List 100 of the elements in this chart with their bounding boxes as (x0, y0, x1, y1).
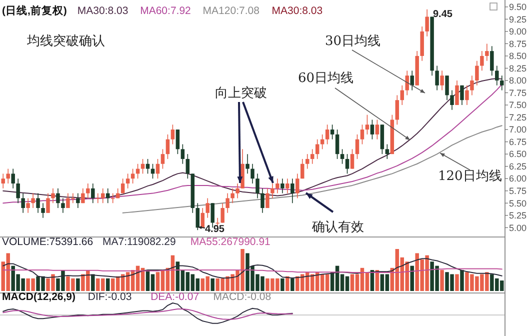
candlestick (395, 94, 400, 126)
candlestick (445, 75, 449, 101)
y-tick-label: 9.25 (509, 14, 527, 24)
candlestick (16, 178, 20, 204)
candlestick (91, 183, 95, 204)
candlestick (350, 148, 354, 170)
bar (286, 276, 290, 291)
candlestick (270, 183, 274, 199)
y-tick-label: 5.50 (509, 198, 527, 208)
candlestick (220, 202, 224, 224)
candlestick (345, 154, 350, 174)
series-label: MA7:119082.29 (102, 236, 176, 248)
y-tick-label: 8.75 (509, 38, 527, 49)
annotation: 向上突破 (215, 86, 267, 101)
candlestick (160, 148, 165, 170)
bar (460, 270, 464, 291)
bar (106, 278, 110, 291)
bar (440, 270, 444, 291)
candlestick (300, 158, 304, 179)
y-tick-label: 5.25 (509, 210, 527, 221)
text: MA30:8.03 (77, 5, 128, 17)
candlestick (266, 188, 270, 208)
candlestick (385, 144, 390, 160)
annotation: 30日均线 (325, 34, 381, 49)
y-tick-label: 9.50 (509, 2, 527, 12)
candlestick (495, 65, 499, 86)
candlestick (110, 192, 115, 204)
y-tick-label: 7.25 (509, 112, 527, 122)
text: MA55:267990.91 (190, 236, 271, 248)
candlestick (170, 124, 175, 145)
series-label: DIF:-0.03 (88, 291, 132, 303)
candlestick (56, 188, 60, 208)
candlestick (405, 70, 409, 96)
candlestick (360, 124, 364, 145)
candlestick (286, 178, 290, 194)
bar (455, 274, 459, 291)
candlestick (230, 188, 234, 204)
candlestick (236, 183, 240, 199)
candlestick (410, 70, 414, 91)
candlestick (365, 114, 370, 135)
bar (410, 266, 414, 291)
candlestick (475, 60, 479, 86)
candlestick (325, 124, 330, 145)
candlestick (61, 198, 65, 214)
candlestick (320, 134, 324, 150)
y-tick-label: 6.00 (509, 174, 527, 184)
y-tick-label: 8.50 (509, 51, 527, 62)
y-tick-label: 8.25 (509, 63, 527, 74)
candlestick (140, 158, 145, 174)
candlestick (280, 178, 284, 194)
candlestick (36, 192, 40, 214)
y-tick-label: 7.00 (509, 124, 527, 135)
candlestick (146, 158, 150, 174)
candlestick (485, 43, 489, 62)
candlestick (480, 50, 484, 72)
candlestick (31, 192, 35, 208)
candlestick (305, 154, 310, 170)
bar (290, 278, 294, 291)
y-tick-label: 6.75 (509, 136, 527, 147)
candlestick (290, 178, 294, 204)
candlestick (51, 188, 55, 204)
annotation: 60日均线 (298, 71, 354, 86)
candlestick (440, 70, 444, 91)
annotation: 4.95 (205, 224, 225, 235)
candlestick (46, 192, 50, 214)
y-tick-label: 9.00 (509, 26, 527, 37)
bar (76, 278, 80, 291)
annotation: MA30:8.03 (272, 5, 323, 17)
candlestick (96, 192, 100, 204)
candlestick (126, 173, 130, 189)
candlestick (460, 84, 464, 106)
candlestick (375, 119, 380, 140)
annotation: MACD:-0.08 (213, 291, 272, 303)
bar (210, 278, 214, 291)
annotation: 9.45 (433, 9, 453, 20)
candlestick (355, 134, 360, 160)
candlestick (335, 129, 340, 160)
candlestick (11, 168, 15, 189)
chart-title: MACD(12,26,9) (2, 291, 76, 303)
candlestick (330, 124, 334, 140)
y-tick-label: 6.25 (509, 161, 527, 172)
candlestick (276, 178, 280, 194)
annotation: 确认有效 (311, 220, 364, 235)
candlestick (176, 129, 180, 154)
candlestick (250, 163, 254, 184)
candlestick (226, 192, 230, 214)
candlestick (400, 84, 404, 106)
candlestick (166, 134, 170, 160)
candlestick (81, 188, 85, 204)
y-tick-label: 6.50 (509, 149, 527, 160)
candlestick (500, 75, 504, 91)
candlestick (465, 84, 469, 106)
candlestick (6, 168, 10, 184)
candlestick (256, 173, 260, 199)
candlestick (260, 188, 264, 214)
y-tick-label: 7.75 (509, 88, 527, 98)
candlestick (86, 183, 90, 199)
annotation: 均线突破确认 (26, 34, 105, 49)
text: MA60:7.92 (140, 5, 192, 17)
bar (91, 274, 95, 291)
